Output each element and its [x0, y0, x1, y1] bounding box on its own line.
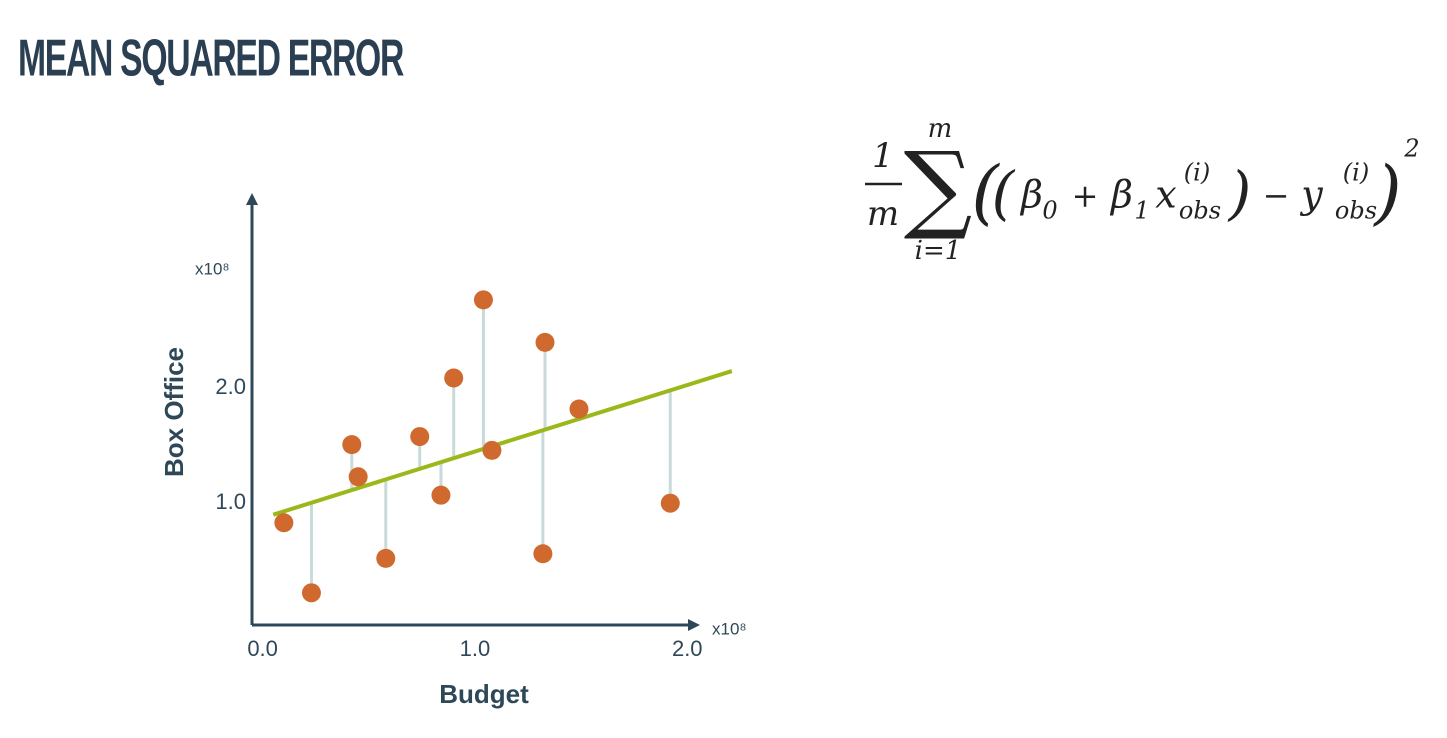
formula-term: (i): [1343, 159, 1369, 187]
formula-term: 0: [1042, 197, 1057, 225]
data-point: [274, 513, 294, 533]
data-point: [376, 548, 396, 568]
x-tick-label: 0.0: [247, 636, 278, 661]
data-point: [660, 493, 680, 513]
formula-term: 1: [1134, 197, 1149, 225]
formula-term: 2: [1403, 135, 1419, 163]
data-point: [342, 435, 362, 455]
data-point: [444, 368, 464, 388]
formula-term: ): [1372, 151, 1401, 233]
sum-upper: m: [928, 114, 953, 144]
formula-term: (: [992, 159, 1016, 227]
fit-line: [272, 369, 733, 517]
chart: 0.0 1.0 2.0 1.0 2.0 x10⁸ x10⁸ Budget Box Office: [159, 193, 747, 709]
x-multiplier: x10⁸: [712, 619, 747, 638]
formula-term: x: [1155, 173, 1176, 217]
y-tick-label: 2.0: [215, 374, 246, 399]
x-axis-arrow: [688, 619, 700, 631]
formula: 1m ∑mi=1((β 0 + β 1 x (i)obs) − y (i)obs)2: [865, 114, 1420, 266]
denominator: m: [867, 194, 899, 234]
slide-title: MEAN SQUARED ERROR: [18, 30, 404, 88]
data-point: [410, 427, 430, 447]
sum-sign: ∑: [904, 131, 973, 243]
sum-lower: i=1: [915, 236, 962, 266]
y-multiplier: x10⁸: [195, 259, 230, 278]
y-axis-label: Box Office: [159, 347, 189, 477]
formula-term: obs: [1335, 197, 1377, 225]
formula-term: β: [1019, 173, 1043, 217]
data-point: [569, 399, 589, 419]
x-axis-label: Budget: [439, 679, 529, 709]
formula-term: ): [1227, 159, 1252, 227]
formula-term: y: [1299, 173, 1323, 217]
data-point: [535, 332, 555, 352]
numerator: 1: [872, 136, 894, 176]
data-point: [348, 467, 368, 487]
formula-term: β: [1109, 173, 1133, 217]
formula-term: (: [971, 151, 1000, 233]
data-point: [431, 485, 451, 505]
formula-term: +: [1072, 177, 1099, 215]
x-tick-label: 2.0: [672, 636, 703, 661]
x-tick-label: 1.0: [460, 636, 491, 661]
data-point: [533, 544, 553, 564]
y-axis-arrow: [246, 193, 258, 205]
data-point: [482, 440, 502, 460]
data-point: [473, 290, 493, 310]
formula-term: (i): [1184, 159, 1210, 187]
formula-term: −: [1263, 177, 1290, 215]
data-point: [301, 583, 321, 603]
formula-term: obs: [1179, 197, 1221, 225]
y-tick-label: 1.0: [215, 489, 246, 514]
